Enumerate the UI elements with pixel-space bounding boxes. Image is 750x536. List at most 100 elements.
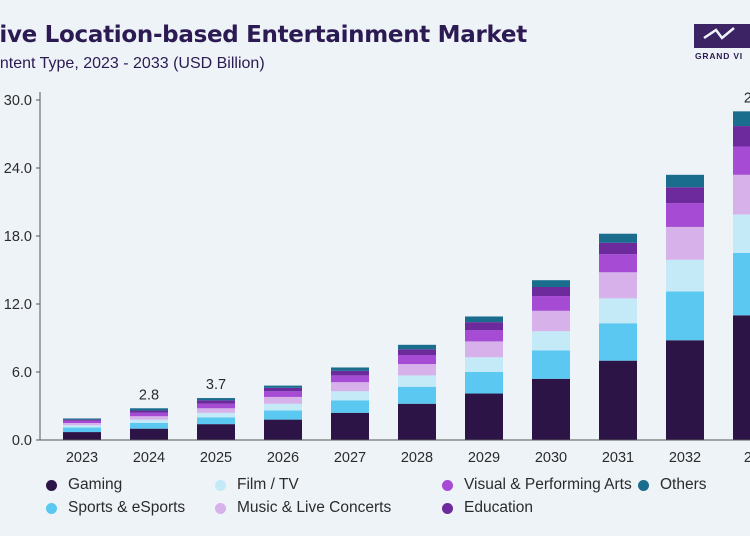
chart-subtitle: ontent Type, 2023 - 2033 (USD Billion) bbox=[0, 55, 265, 72]
bar-segment-education bbox=[733, 126, 750, 147]
legend-item: Film / TV bbox=[215, 476, 299, 494]
bar-segment-education bbox=[599, 242, 637, 255]
bar-segment-gaming bbox=[130, 428, 168, 440]
legend-item: Gaming bbox=[46, 476, 122, 494]
bar-segment-music-live-concerts bbox=[398, 364, 436, 376]
bar-segment-sports-esports bbox=[532, 350, 570, 379]
bar-segment-visual-performing-arts bbox=[733, 146, 750, 175]
bar-segment-film-tv bbox=[197, 412, 235, 418]
legend-label: Film / TV bbox=[237, 476, 299, 493]
bar-segment-education bbox=[465, 322, 503, 331]
x-tick-label: 2029 bbox=[468, 450, 500, 466]
bar-segment-education bbox=[264, 387, 302, 392]
bar-segment-music-live-concerts bbox=[63, 423, 101, 426]
legend-label: Gaming bbox=[68, 476, 123, 493]
bar-segment-education bbox=[331, 370, 369, 376]
bar-segment-others bbox=[532, 280, 570, 287]
bar-segment-gaming bbox=[599, 360, 637, 440]
legend-swatch bbox=[215, 479, 226, 491]
x-tick-label: 20 bbox=[744, 450, 750, 466]
bar-segment-music-live-concerts bbox=[532, 310, 570, 332]
bar-segment-others bbox=[130, 408, 168, 411]
legend-swatch bbox=[442, 479, 453, 491]
bar-segment-others bbox=[398, 344, 436, 350]
x-tick-label: 2026 bbox=[267, 450, 299, 466]
bar-segment-gaming bbox=[264, 419, 302, 440]
logo-mark-icon bbox=[694, 24, 750, 48]
x-tick-label: 2025 bbox=[200, 450, 232, 466]
legend-label: Music & Live Concerts bbox=[237, 499, 392, 516]
bar-segment-sports-esports bbox=[130, 423, 168, 429]
data-label: 2.8 bbox=[139, 387, 159, 403]
bar-segment-others bbox=[465, 316, 503, 323]
x-tick-label: 2032 bbox=[669, 450, 701, 466]
y-tick-label: 30.0 bbox=[4, 93, 32, 109]
data-labels: 2.8 3.7 29 bbox=[139, 90, 750, 403]
legend-swatch bbox=[638, 479, 649, 491]
bar-segment-sports-esports bbox=[264, 410, 302, 420]
bar-segment-visual-performing-arts bbox=[666, 203, 704, 227]
legend-item: Sports & eSports bbox=[46, 499, 185, 517]
logo-text: GRAND VI bbox=[695, 51, 743, 61]
legend-swatch bbox=[46, 479, 57, 491]
bar-segment-film-tv bbox=[130, 419, 168, 423]
bar-segment-visual-performing-arts bbox=[264, 391, 302, 397]
bar-segment-sports-esports bbox=[398, 386, 436, 404]
bar-segment-sports-esports bbox=[331, 400, 369, 413]
bar-segment-sports-esports bbox=[465, 372, 503, 394]
bar-segment-sports-esports bbox=[197, 417, 235, 425]
bar-segment-music-live-concerts bbox=[197, 408, 235, 413]
legend-swatch bbox=[215, 502, 226, 514]
bar-segment-film-tv bbox=[398, 375, 436, 387]
bar-segment-film-tv bbox=[666, 259, 704, 292]
legend-swatch bbox=[442, 502, 453, 514]
bar-segment-music-live-concerts bbox=[331, 382, 369, 392]
bar-segment-music-live-concerts bbox=[465, 341, 503, 358]
bar-segment-gaming bbox=[465, 393, 503, 440]
bar-segment-music-live-concerts bbox=[733, 174, 750, 215]
bar-segment-others bbox=[197, 398, 235, 401]
y-tick-label: 12.0 bbox=[4, 297, 32, 313]
legend-label: Others bbox=[660, 476, 707, 493]
y-tick-label: 24.0 bbox=[4, 161, 32, 177]
bar-segment-others bbox=[733, 111, 750, 127]
x-axis: 2023 2024 2025 2026 2027 2028 2029 2030 2031 2032… bbox=[40, 439, 750, 466]
bar-segment-education bbox=[666, 187, 704, 204]
bar-segment-film-tv bbox=[733, 214, 750, 253]
y-axis: 0.0 6.0 12.0 18.0 24.0 30.0 bbox=[4, 92, 41, 449]
x-tick-label: 2023 bbox=[66, 450, 98, 466]
bar-segment-others bbox=[331, 367, 369, 371]
bar-segment-visual-performing-arts bbox=[130, 412, 168, 417]
bar-segment-others bbox=[599, 233, 637, 243]
data-label: 29 bbox=[744, 90, 750, 106]
x-tick-label: 2027 bbox=[334, 450, 366, 466]
bar-segment-gaming bbox=[63, 432, 101, 440]
bar-segment-gaming bbox=[532, 378, 570, 440]
x-tick-label: 2031 bbox=[602, 450, 634, 466]
bar-segment-music-live-concerts bbox=[666, 226, 704, 260]
bar-segment-film-tv bbox=[599, 298, 637, 324]
bar-segment-film-tv bbox=[331, 391, 369, 401]
bar-segment-visual-performing-arts bbox=[398, 355, 436, 365]
y-tick-label: 0.0 bbox=[12, 433, 32, 449]
bar-segment-film-tv bbox=[532, 331, 570, 351]
bar-segment-gaming bbox=[733, 315, 750, 440]
bar-segment-gaming bbox=[666, 340, 704, 440]
legend-label: Sports & eSports bbox=[68, 499, 186, 516]
y-tick-label: 6.0 bbox=[12, 365, 32, 381]
data-label: 3.7 bbox=[206, 377, 226, 393]
legend-item: Music & Live Concerts bbox=[215, 499, 391, 517]
bar-segment-education bbox=[532, 287, 570, 297]
bar-segment-others bbox=[666, 174, 704, 188]
x-tick-label: 2030 bbox=[535, 450, 567, 466]
legend-item: Visual & Performing Arts bbox=[442, 476, 632, 494]
bar-segment-sports-esports bbox=[733, 253, 750, 316]
bar-segment-education bbox=[197, 400, 235, 404]
y-tick-label: 18.0 bbox=[4, 229, 32, 245]
chart-title: sive Location-based Entertainment Market bbox=[0, 22, 527, 48]
bar-segment-sports-esports bbox=[63, 427, 101, 433]
bar-segment-visual-performing-arts bbox=[532, 296, 570, 311]
bar-segment-music-live-concerts bbox=[130, 416, 168, 420]
legend-label: Education bbox=[464, 499, 533, 516]
brand-logo: GRAND VI bbox=[694, 24, 750, 68]
